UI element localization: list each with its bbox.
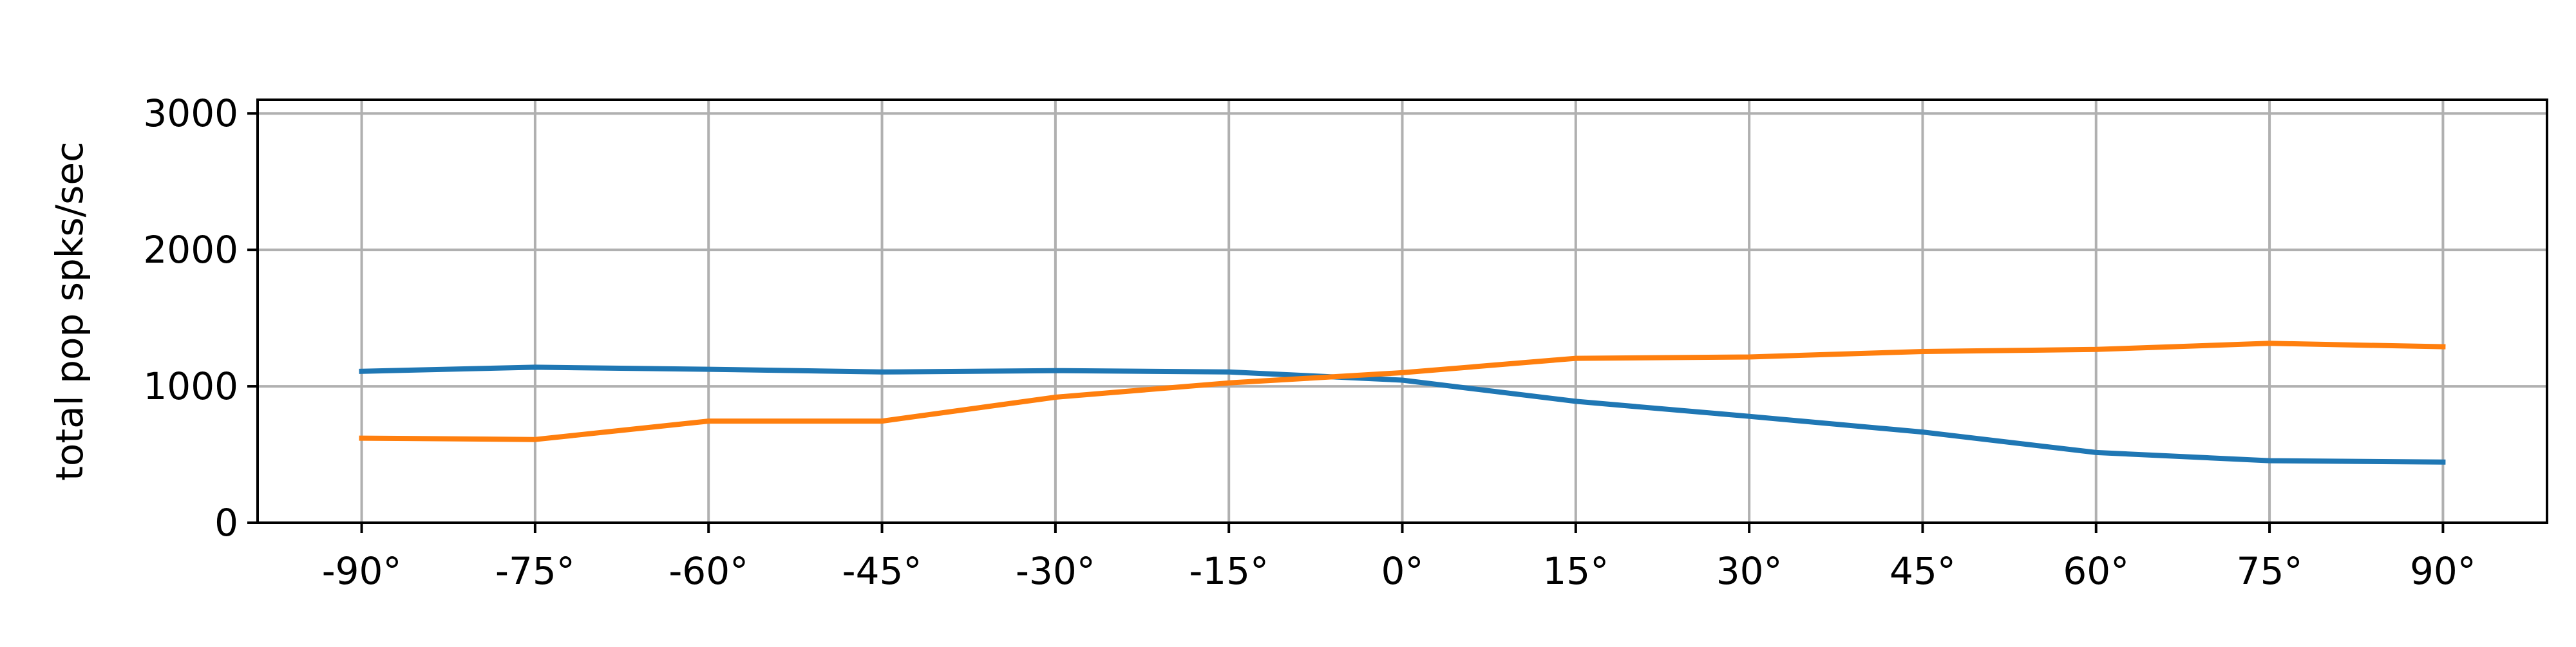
y-tick-label: 3000 bbox=[143, 91, 238, 135]
x-tick-label: -15° bbox=[1189, 549, 1269, 593]
x-tick-label: -45° bbox=[842, 549, 922, 593]
x-tick-label: 75° bbox=[2237, 549, 2303, 593]
x-tick-label: 0° bbox=[1381, 549, 1424, 593]
x-tick-label: 45° bbox=[1889, 549, 1956, 593]
y-tick-label: 1000 bbox=[143, 364, 238, 408]
x-tick-label: 60° bbox=[2063, 549, 2129, 593]
x-tick-label: 90° bbox=[2410, 549, 2476, 593]
x-tick-label: -90° bbox=[322, 549, 402, 593]
x-tick-label: -30° bbox=[1016, 549, 1095, 593]
series-lines bbox=[359, 341, 2446, 465]
x-tick-label: -75° bbox=[495, 549, 575, 593]
x-tick-label: -60° bbox=[668, 549, 748, 593]
x-tick-label: 30° bbox=[1716, 549, 1783, 593]
x-tick-label: 15° bbox=[1542, 549, 1609, 593]
axis-ticks: -90° -75° -60° -45° -30° -15° 0° 15° 30° 45° 60° 75… bbox=[143, 91, 2476, 593]
y-axis-label: total pop spks/sec bbox=[48, 142, 91, 481]
series-line-1 bbox=[359, 364, 2446, 465]
series-line-2 bbox=[359, 341, 2446, 442]
y-tick-label: 0 bbox=[214, 501, 238, 545]
y-tick-label: 2000 bbox=[143, 228, 238, 272]
